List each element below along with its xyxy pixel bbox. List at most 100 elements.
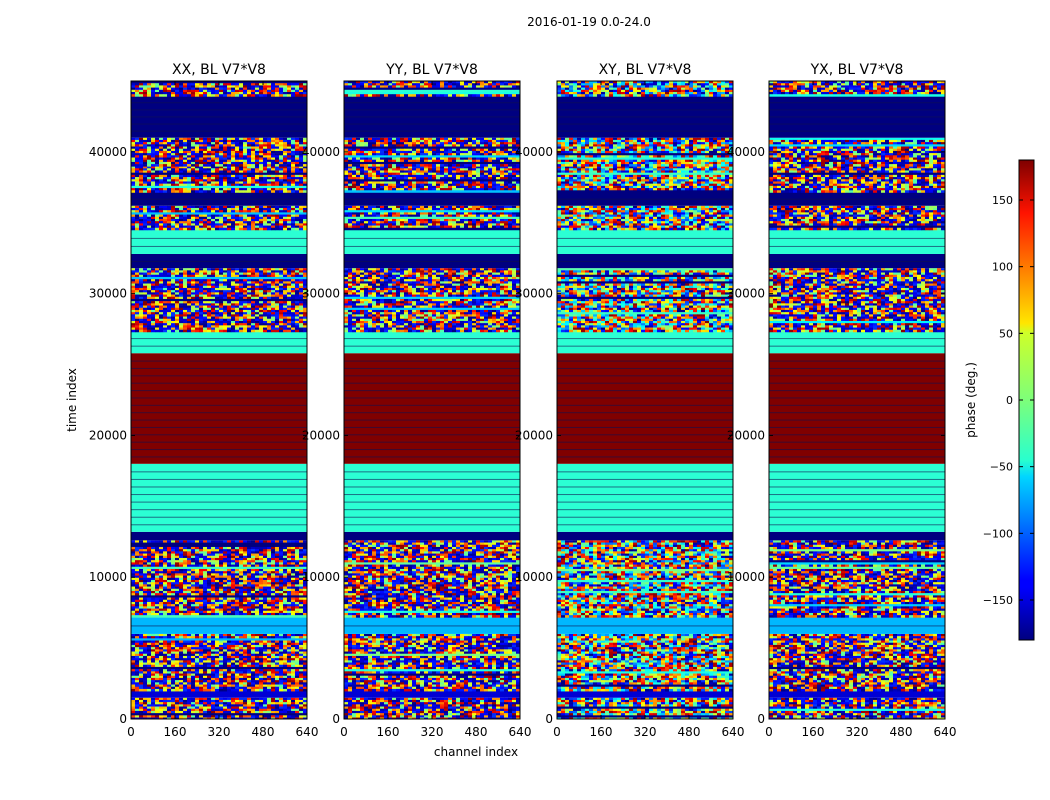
- noise-cell: [287, 688, 292, 692]
- noise-cell: [247, 223, 252, 226]
- noise-cell: [263, 287, 268, 291]
- noise-cell: [167, 283, 172, 287]
- noise-cell: [275, 642, 280, 646]
- noise-cell: [279, 205, 284, 209]
- noise-cell: [235, 684, 240, 688]
- noise-cell: [203, 702, 208, 705]
- noise-cell: [167, 675, 172, 679]
- noise-cell: [171, 658, 176, 661]
- noise-cell: [271, 564, 276, 568]
- noise-cell: [243, 590, 248, 594]
- noise-cell: [131, 671, 136, 674]
- noise-cell: [227, 553, 232, 557]
- noise-cell: [223, 312, 228, 315]
- noise-cell: [215, 708, 220, 712]
- noise-cell: [207, 582, 212, 585]
- noise-cell: [191, 557, 196, 561]
- noise-cell: [159, 597, 164, 601]
- noise-cell: [239, 577, 244, 581]
- noise-cell: [243, 644, 248, 648]
- noise-cell: [235, 188, 240, 191]
- noise-cell: [203, 684, 208, 688]
- noise-cell: [215, 170, 220, 173]
- noise-cell: [251, 655, 256, 659]
- noise-cell: [219, 329, 224, 333]
- noise-cell: [147, 557, 152, 561]
- noise-cell: [147, 610, 152, 614]
- band-line: [131, 397, 307, 399]
- noise-cell: [203, 268, 208, 271]
- noise-cell: [151, 564, 156, 568]
- noise-cell: [275, 557, 280, 561]
- noise-cell: [231, 272, 236, 276]
- noise-cell: [151, 582, 156, 585]
- noise-cell: [187, 577, 192, 581]
- noise-cell: [175, 636, 180, 639]
- noise-cell: [187, 702, 192, 705]
- noise-cell: [207, 604, 212, 607]
- noise-cell: [235, 708, 240, 712]
- noise-cell: [139, 177, 144, 180]
- noise-cell: [251, 216, 256, 220]
- noise-cell: [243, 686, 248, 690]
- noise-cell: [207, 702, 212, 705]
- noise-cell: [287, 225, 292, 229]
- noise-cell: [243, 207, 248, 211]
- noise-cell: [295, 599, 300, 603]
- noise-cell: [131, 316, 136, 320]
- noise-cell: [211, 221, 216, 224]
- noise-cell: [247, 593, 252, 596]
- noise-cell: [211, 604, 216, 607]
- noise-cell: [199, 699, 204, 703]
- noise-cell: [187, 285, 192, 289]
- noise-cell: [219, 612, 224, 616]
- phase-band-12: [131, 205, 307, 231]
- noise-cell: [267, 653, 272, 657]
- noise-cell: [175, 586, 180, 590]
- noise-cell: [243, 555, 248, 559]
- noise-cell: [263, 166, 268, 169]
- noise-cell: [259, 190, 264, 193]
- noise-cell: [171, 610, 176, 614]
- noise-cell: [199, 318, 204, 322]
- noise-cell: [299, 582, 304, 585]
- noise-cell: [199, 608, 204, 612]
- noise-cell: [275, 553, 280, 557]
- noise-cell: [275, 684, 280, 688]
- noise-cell: [163, 588, 168, 592]
- noise-cell: [235, 318, 240, 322]
- noise-cell: [239, 207, 244, 211]
- noise-cell: [163, 717, 168, 719]
- noise-cell: [263, 216, 268, 220]
- noise-cell: [251, 281, 256, 284]
- noise-cell: [279, 601, 284, 605]
- noise-cell: [147, 686, 152, 690]
- noise-cell: [239, 658, 244, 661]
- noise-cell: [283, 137, 288, 141]
- noise-cell: [179, 305, 184, 309]
- noise-cell: [155, 612, 160, 616]
- noise-cell: [295, 680, 300, 683]
- noise-cell: [143, 223, 148, 226]
- noise-cell: [147, 168, 152, 171]
- noise-cell: [295, 287, 300, 291]
- noise-cell: [275, 223, 280, 226]
- band-line: [131, 516, 307, 518]
- noise-cell: [139, 651, 144, 655]
- noise-cell: [211, 671, 216, 674]
- noise-cell: [243, 294, 248, 298]
- noise-cell: [143, 686, 148, 690]
- noise-cell: [143, 285, 148, 289]
- noise-cell: [207, 684, 212, 688]
- noise-cell: [167, 660, 172, 663]
- noise-cell: [215, 307, 220, 311]
- noise-cell: [267, 560, 272, 563]
- noise-cell: [159, 223, 164, 226]
- noise-cell: [211, 207, 216, 211]
- noise-cell: [255, 560, 260, 563]
- noise-cell: [247, 677, 252, 681]
- noise-cell: [195, 268, 200, 271]
- noise-cell: [135, 181, 140, 184]
- noise-cell: [147, 207, 152, 211]
- noise-cell: [223, 305, 228, 309]
